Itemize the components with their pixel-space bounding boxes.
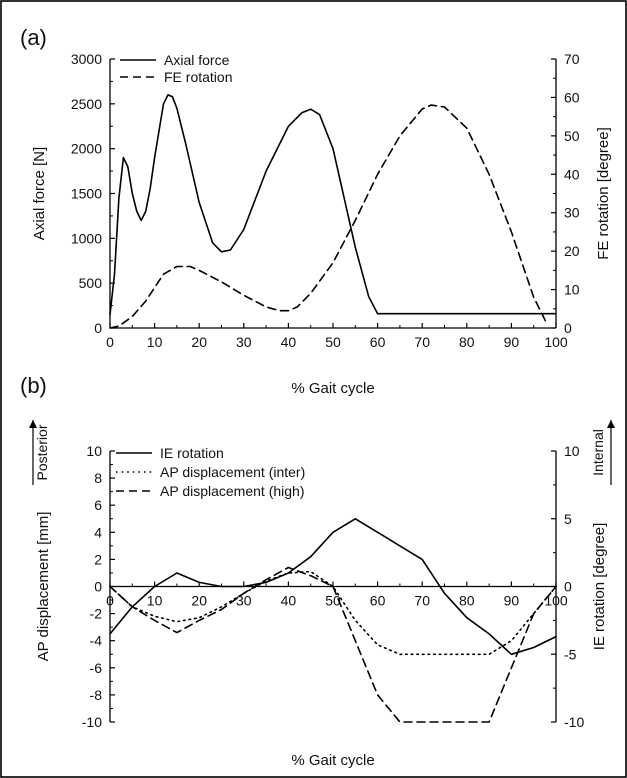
x-tick-label: 20 [191, 593, 207, 609]
x-tick-label: 50 [325, 334, 341, 350]
x-tick-label: 30 [236, 334, 252, 350]
y-tick-label: 4 [94, 524, 102, 540]
x-tick-label: 60 [370, 334, 386, 350]
internal-label: Internal [590, 429, 606, 476]
series-line-1 [109, 104, 548, 329]
legend-label: IE rotation [160, 445, 224, 461]
y-tick-label: 0 [94, 320, 102, 336]
y2-axis-label: FE rotation [degree] [595, 127, 612, 260]
y2-tick-label: 5 [564, 511, 572, 527]
series-line-1 [109, 570, 557, 656]
x-tick-label: 70 [414, 593, 430, 609]
y-tick-label: 2 [94, 551, 102, 567]
y-tick-label: -4 [90, 633, 103, 649]
x-tick-label: 40 [281, 593, 297, 609]
y2-tick-label: 0 [564, 320, 572, 336]
x-tick-label: 80 [459, 593, 475, 609]
series-line-2 [109, 566, 557, 723]
panel-label: (a) [20, 25, 47, 50]
y2-tick-label: 40 [564, 166, 580, 182]
legend-label: FE rotation [164, 69, 232, 85]
x-tick-label: 40 [281, 334, 297, 350]
y-tick-label: -6 [90, 660, 103, 676]
x-tick-label: 80 [459, 334, 475, 350]
x-tick-label: 70 [414, 334, 430, 350]
posterior-arrow-head [29, 420, 37, 428]
internal-arrow-head [607, 420, 615, 428]
y-tick-label: 6 [94, 497, 102, 513]
panel-a: (a)0 10 20 30 40 50 60 70 80 90 100050010001500200… [20, 25, 612, 397]
x-tick-label: 30 [236, 593, 252, 609]
x-tick-label: 100 [544, 593, 568, 609]
y-tick-label: -8 [90, 687, 103, 703]
y2-tick-label: 0 [564, 579, 572, 595]
x-tick-label: 10 [147, 593, 163, 609]
y2-tick-label: 10 [564, 443, 580, 459]
legend-label: AP displacement (inter) [160, 464, 305, 480]
panel-b: (b) 0 10 20 30 40 50 60 70 80 90 100 -10 -8 -6 -4 -2 0 2 4 6… [20, 373, 615, 769]
y-tick-label: 1500 [71, 186, 102, 202]
posterior-label: Posterior [34, 424, 50, 480]
y2-tick-label: 10 [564, 282, 580, 298]
x-tick-label: 0 [106, 334, 114, 350]
y-tick-label: 10 [86, 443, 102, 459]
y2-tick-label: -5 [564, 646, 577, 662]
x-tick-label: 90 [504, 334, 520, 350]
y2-tick-label: 60 [564, 89, 580, 105]
x-tick-label: 50 [325, 593, 341, 609]
y2-tick-label: 50 [564, 128, 580, 144]
x-tick-label: 60 [370, 593, 386, 609]
x-axis-label: % Gait cycle [291, 752, 374, 769]
y-axis-label: Axial force [N] [31, 147, 48, 240]
x-tick-label: 100 [544, 334, 568, 350]
series-line-0 [109, 517, 557, 656]
y-tick-label: -10 [82, 714, 102, 730]
legend-label: AP displacement (high) [160, 483, 304, 499]
x-tick-label: 20 [191, 334, 207, 350]
legend-label: Axial force [164, 52, 230, 68]
y-tick-label: 2000 [71, 141, 102, 157]
y-tick-label: 8 [94, 470, 102, 486]
panel-label: (b) [20, 373, 47, 398]
y-tick-label: 500 [79, 275, 103, 291]
y2-tick-label: 70 [564, 51, 580, 67]
y-axis-label: AP displacement [mm] [35, 512, 52, 662]
x-axis-label: % Gait cycle [291, 380, 374, 397]
y-tick-label: 3000 [71, 51, 102, 67]
y2-tick-label: 20 [564, 243, 580, 259]
y2-tick-label: -10 [564, 714, 584, 730]
y2-tick-label: 30 [564, 205, 580, 221]
x-tick-label: 10 [147, 334, 163, 350]
y-tick-label: 2500 [71, 96, 102, 112]
y-tick-label: 0 [94, 579, 102, 595]
series-line-0 [109, 94, 557, 316]
y-tick-label: 1000 [71, 230, 102, 246]
y2-axis-label: IE rotation [degree] [591, 523, 608, 651]
x-tick-label: 90 [504, 593, 520, 609]
y-tick-label: -2 [90, 606, 103, 622]
